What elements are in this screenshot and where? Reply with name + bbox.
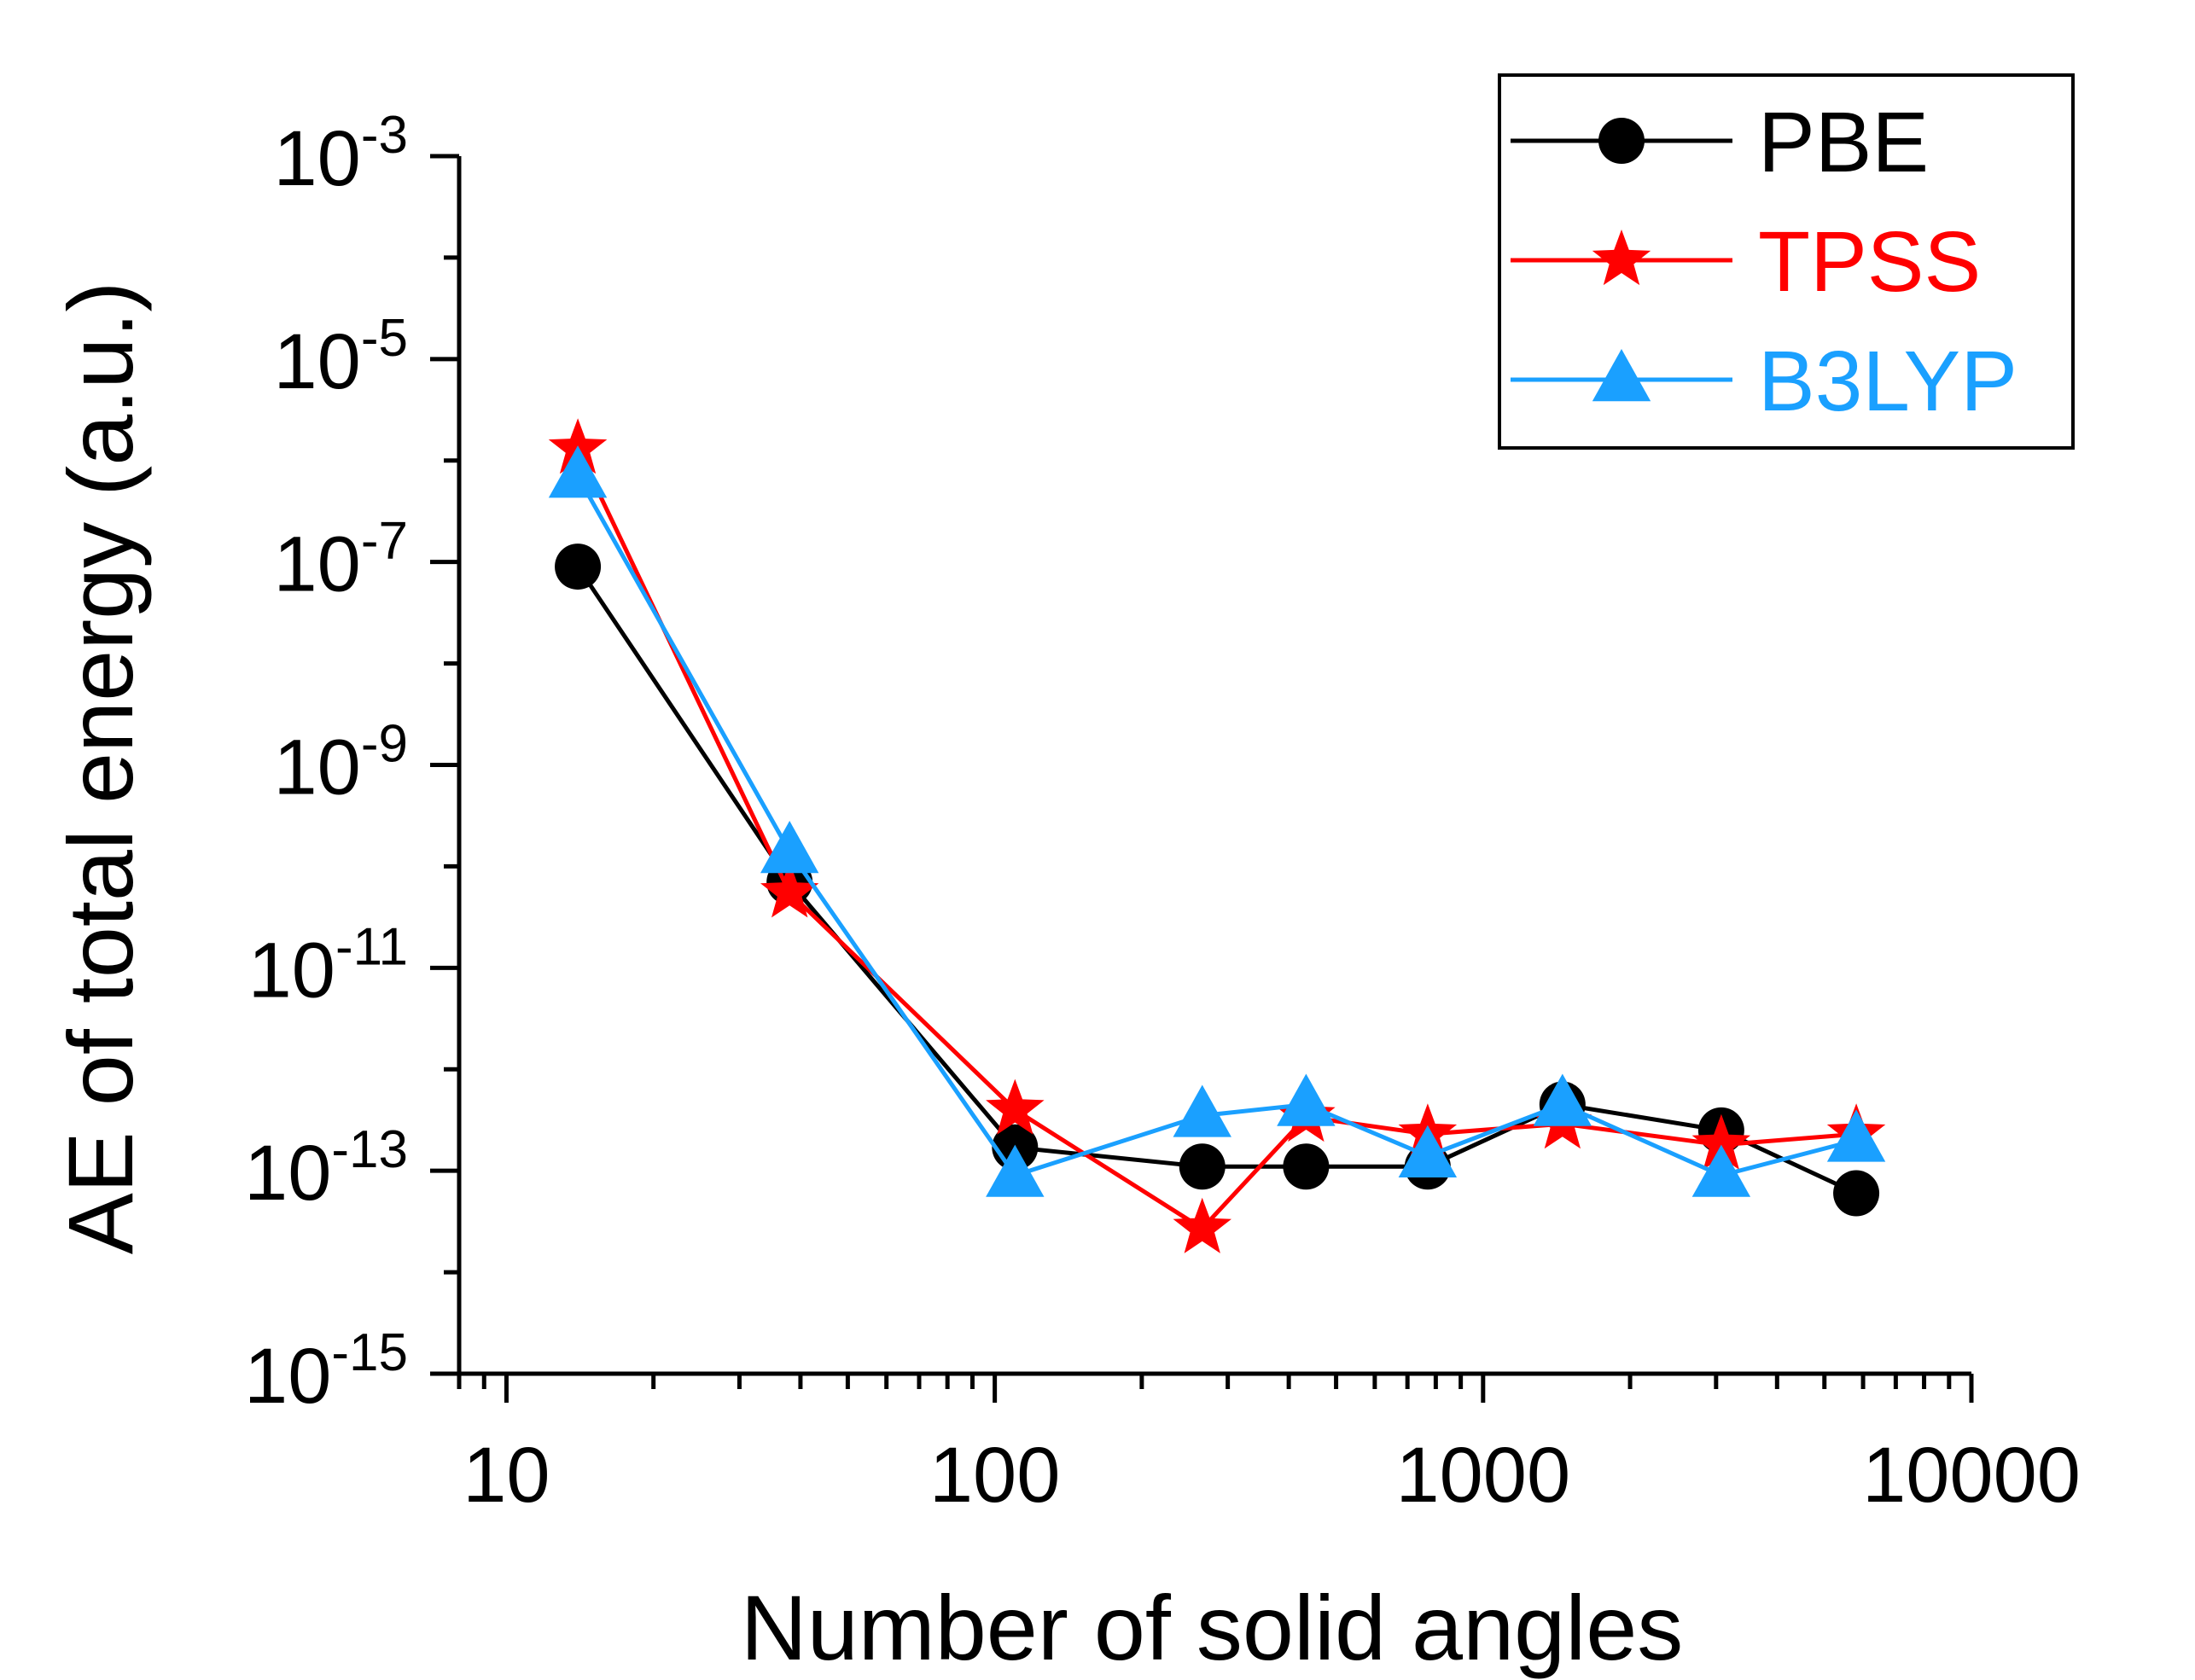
data-point xyxy=(1277,1073,1336,1126)
y-tick-label: 10-11 xyxy=(248,917,408,1014)
x-tick-label: 10000 xyxy=(1862,1432,2081,1519)
legend-marker xyxy=(1592,230,1651,286)
data-point xyxy=(760,862,819,918)
legend-label-pbe: PBE xyxy=(1758,95,1929,190)
data-point xyxy=(1826,1109,1886,1162)
data-point xyxy=(1173,1197,1231,1253)
data-point xyxy=(1173,1084,1231,1137)
series-b3lyp xyxy=(548,445,1886,1197)
legend: PBE TPSS B3LYP xyxy=(1498,73,2075,450)
x-tick-label: 100 xyxy=(929,1432,1061,1519)
data-point xyxy=(760,821,819,874)
data-point xyxy=(555,544,602,590)
data-point xyxy=(1833,1170,1880,1217)
y-axis-ticks: 10-15 10-13 10-11 10-9 10-7 10-5 10-3 xyxy=(244,106,459,1420)
data-point xyxy=(1179,1143,1226,1190)
y-tick-label: 10-15 xyxy=(244,1323,408,1420)
y-tick-label: 10-13 xyxy=(244,1120,408,1217)
series-line xyxy=(575,474,1857,1178)
data-point xyxy=(548,445,608,498)
data-point xyxy=(1533,1073,1592,1126)
legend-label-b3lyp: B3LYP xyxy=(1758,334,2017,429)
y-tick-label: 10-7 xyxy=(274,512,408,608)
y-tick-label: 10-9 xyxy=(274,715,408,811)
data-point xyxy=(1398,1125,1458,1177)
x-tick-label: 10 xyxy=(463,1432,550,1519)
data-point xyxy=(986,1144,1045,1197)
x-axis-label: Number of solid angles xyxy=(741,1576,1684,1679)
y-tick-label: 10-5 xyxy=(274,309,408,405)
data-point xyxy=(1691,1144,1751,1197)
legend-marker xyxy=(1592,349,1651,402)
legend-label-tpss: TPSS xyxy=(1758,214,1981,310)
legend-marker xyxy=(1598,118,1645,164)
y-tick-label: 10-3 xyxy=(274,106,408,202)
data-point xyxy=(986,1078,1045,1135)
y-axis-label: AE of total energy (a.u.) xyxy=(49,282,152,1255)
series-layer xyxy=(548,418,1886,1253)
data-point xyxy=(1691,1113,1751,1170)
x-tick-label: 1000 xyxy=(1395,1432,1570,1519)
x-axis-ticks: 10 100 1000 10000 xyxy=(457,1374,2081,1519)
data-point xyxy=(1283,1143,1330,1190)
